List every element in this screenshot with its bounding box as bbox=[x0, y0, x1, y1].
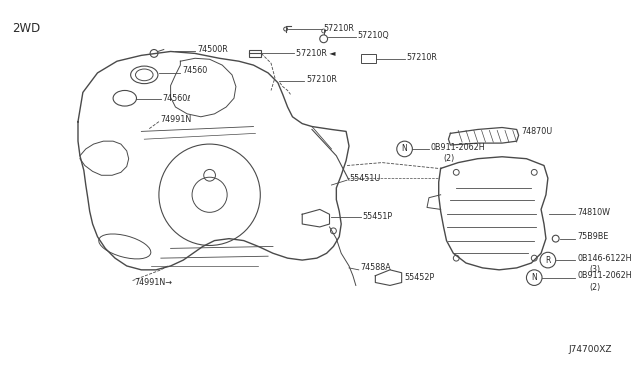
Text: 0B911-2062H: 0B911-2062H bbox=[431, 142, 486, 151]
Text: 75B9BE: 75B9BE bbox=[577, 232, 609, 241]
Text: R: R bbox=[545, 256, 550, 264]
Text: 0B911-2062H: 0B911-2062H bbox=[577, 271, 632, 280]
Text: (2): (2) bbox=[590, 283, 601, 292]
Text: 74560: 74560 bbox=[182, 67, 207, 76]
Text: 74991N→: 74991N→ bbox=[134, 278, 173, 287]
Text: (3): (3) bbox=[590, 265, 601, 274]
Text: 74588A: 74588A bbox=[361, 263, 392, 272]
Text: 74870U: 74870U bbox=[522, 127, 553, 136]
Circle shape bbox=[397, 141, 412, 157]
Text: 74991N: 74991N bbox=[161, 115, 192, 124]
Text: 55451P: 55451P bbox=[363, 212, 393, 221]
Text: 74810W: 74810W bbox=[577, 208, 610, 217]
Text: 74500R: 74500R bbox=[197, 45, 228, 54]
Text: 57210R ◄: 57210R ◄ bbox=[296, 49, 336, 58]
Text: (2): (2) bbox=[444, 154, 455, 163]
Circle shape bbox=[540, 252, 556, 268]
Text: 57210R: 57210R bbox=[324, 23, 355, 33]
Bar bbox=[248, 49, 261, 57]
Text: 55452P: 55452P bbox=[404, 273, 435, 282]
Text: 57210R: 57210R bbox=[406, 53, 437, 62]
Circle shape bbox=[527, 270, 542, 285]
Bar bbox=[361, 54, 376, 63]
Text: 0B146-6122H: 0B146-6122H bbox=[577, 254, 632, 263]
Text: J74700XZ: J74700XZ bbox=[569, 345, 612, 354]
Text: 2WD: 2WD bbox=[12, 22, 40, 35]
Text: N: N bbox=[402, 144, 408, 154]
Text: 55451U: 55451U bbox=[349, 174, 380, 183]
Text: 74560ℓ: 74560ℓ bbox=[163, 94, 191, 103]
Text: N: N bbox=[531, 273, 537, 282]
Text: 57210R: 57210R bbox=[306, 75, 337, 84]
Text: 57210Q: 57210Q bbox=[358, 31, 390, 41]
